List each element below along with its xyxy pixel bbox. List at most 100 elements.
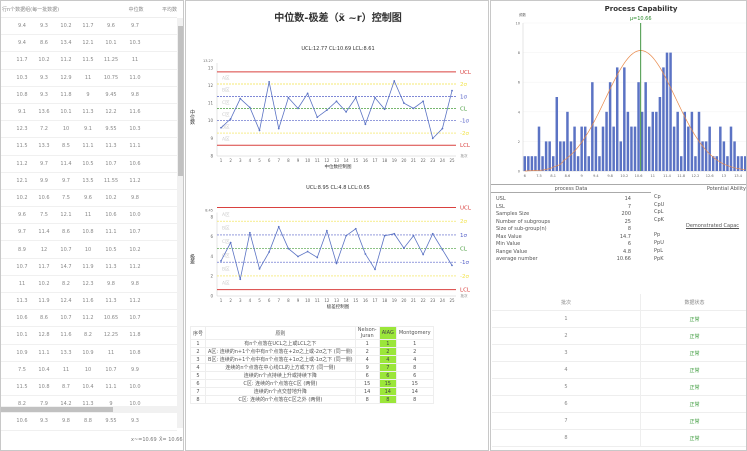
value-cell: 12.3 [16,126,28,133]
mean-cell: 11.0 [129,74,141,81]
median-cell: 11.3 [105,143,117,150]
histogram-bar [662,67,665,171]
histogram-bar [576,156,580,171]
table-row: 9.4 9.3 10.2 11.7 9.6 9.7 [1,18,177,36]
process-data-value: 14 [624,196,631,202]
vertical-scrollbar[interactable] [177,18,183,428]
header-median: 中位数 [128,6,144,13]
data-point [335,100,338,103]
batch-header: 批次 [492,294,641,310]
histogram-bar [551,156,555,171]
x-tick-label: 8.6 [565,174,571,178]
x-tick-label: 24 [440,158,446,163]
status-badge: 正常 [689,367,700,374]
value-cell: 11.5 [82,57,94,64]
value-cell: 10 [84,246,92,253]
rules-cell: 连续的n个点交替地升降 [205,387,356,396]
table-row: 10.9 11.1 13.3 10.9 11 10.8 [1,345,177,362]
value-cell: 8.8 [84,418,92,425]
histogram-bar [726,156,729,171]
scroll-thumb[interactable] [1,407,113,412]
rules-header-cell: 原则 [205,326,356,340]
histogram-bar [683,111,687,171]
table-row: 10.1 12.8 11.6 8.2 12.25 11.8 [1,327,177,345]
value-cell: 11.6 [60,332,72,339]
x-tick-label: 20 [401,158,407,163]
histogram-bar [711,156,715,171]
x-tick-label: 23 [430,158,436,163]
table-row: 11.5 10.8 8.7 10.4 11.1 10.0 [1,379,177,397]
value-cell: 13.3 [38,143,50,150]
batch-row: 1 正常 [492,311,746,328]
process-data-row: LSL 7 [496,204,631,210]
zone-label: B区 [222,267,230,273]
data-point [345,110,348,113]
process-data-title: process Data [491,186,651,193]
median-cell: 10.5 [105,246,117,253]
y-tick-label: 8 [210,154,213,159]
potential-metric-label: CpU [654,201,665,208]
horizontal-scrollbar[interactable] [1,406,177,413]
median-cell: 9 [109,401,113,408]
rules-cell: 8 [378,395,397,404]
process-data-row: Size of sub-group(n) 8 [496,226,631,232]
capability-panel: Process Capability 0 2 4 6 8 10 频数 6 7.5 8.1 8.6 9 9.… [490,0,747,451]
mean-label: μ=10.66 [630,16,652,22]
rules-cell: C区: 连续的n个点落在C区之外 (两侧) [205,395,356,404]
value-cell: 11.3 [82,401,94,408]
histogram-bar [626,111,630,171]
data-point [451,89,453,92]
process-data-row: USL 14 [496,196,631,202]
data-point [374,268,376,271]
status-badge: 正常 [689,333,700,340]
process-data-label: Number of subgroups [496,218,551,225]
histogram-bar [722,141,726,171]
value-cell: 10.1 [16,332,28,339]
data-point [402,247,405,249]
y-top-label: 8.45 [205,209,213,213]
value-cell: 10.6 [16,315,28,322]
rules-cell: 15 [354,379,380,388]
value-cell: 8.7 [62,384,70,391]
histogram-bar [715,156,719,171]
rules-row: 4 连续的n个点落在中心线CL的上方或下方 (同一侧) 9 7 8 [189,363,434,372]
y-tick-label: 4 [210,254,213,259]
mean-cell: 10.2 [129,246,141,253]
rules-cell: 1 [395,339,434,348]
batch-row: 6 正常 [492,396,746,413]
histogram-bar [669,52,672,171]
mean-cell: 10.8 [129,349,141,356]
data-point [422,100,425,103]
rules-cell: 6 [378,371,397,380]
table-row: 10.7 11.7 14.7 11.9 11.3 11.2 [1,259,177,276]
value-cell: 8.6 [40,40,48,47]
x-tick-label: 3 [239,298,242,303]
value-cell: 10 [62,126,70,133]
x-tick-label: 25 [449,158,455,163]
process-data-row: Number of subgroups 25 [496,219,631,225]
mean-cell: 10.0 [129,384,141,391]
status-badge: 正常 [689,435,700,442]
scroll-thumb[interactable] [178,26,183,176]
rules-cell: 3 [189,355,207,364]
table-row: 9.7 11.4 8.6 10.8 11.1 10.7 [1,224,177,242]
y-tick-label: 12 [208,83,214,88]
mean-cell: 10.7 [129,315,141,322]
rules-cell: C区: 连续的n个点落在C区 (两侧) [205,379,356,388]
rules-cell: 7 [189,387,207,396]
data-point [325,109,328,112]
rules-header-cell: 序号 [189,326,207,340]
median-cell: 9.55 [105,126,117,133]
median-cell: 12.2 [105,109,117,116]
table-row: 7.5 10.4 11 10 10.7 9.9 [1,362,177,379]
histogram-bar [523,156,527,171]
process-data-label: Samples Size [496,211,530,217]
mean-cell: 10.3 [129,40,141,47]
histogram-bar [690,111,694,171]
data-point [441,248,444,251]
table-row: 12.1 9.9 9.7 13.5 11.55 11.2 [1,173,177,190]
process-data-label: Min Value [496,241,521,247]
rules-cell: 6 [395,371,434,380]
y-tick-label: 2 [518,140,520,144]
table-row: 11.5 13.3 8.5 11.1 11.3 11.1 [1,138,177,156]
